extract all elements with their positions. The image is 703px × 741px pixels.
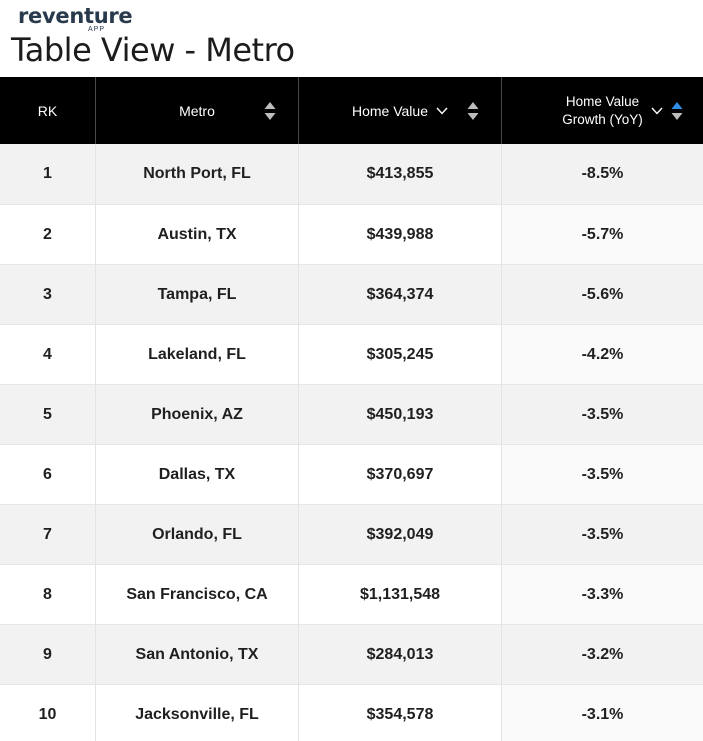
page-title: Table View - Metro <box>11 31 295 69</box>
growth-cell: -3.3% <box>502 565 703 624</box>
rank-cell: 8 <box>0 565 96 624</box>
table-row[interactable]: 7 Orlando, FL $392,049 -3.5% <box>0 504 703 564</box>
metro-cell: Lakeland, FL <box>96 325 299 384</box>
column-header-label-line1: Home Value <box>565 93 640 109</box>
rank-cell: 2 <box>0 205 96 264</box>
column-header-home-value[interactable]: Home Value <box>299 77 502 144</box>
rank-cell: 5 <box>0 385 96 444</box>
metro-cell: Dallas, TX <box>96 445 299 504</box>
column-header-label-line2: Growth (YoY) <box>562 111 643 127</box>
home-value-cell: $413,855 <box>299 144 502 204</box>
growth-cell: -5.6% <box>502 265 703 324</box>
home-value-cell: $439,988 <box>299 205 502 264</box>
metro-cell: Phoenix, AZ <box>96 385 299 444</box>
rank-cell: 9 <box>0 625 96 684</box>
metro-table: RK Metro Home Value <box>0 77 703 741</box>
growth-cell: -8.5% <box>502 144 703 204</box>
metro-cell: North Port, FL <box>96 144 299 204</box>
metro-cell: Orlando, FL <box>96 505 299 564</box>
column-header-home-value-growth[interactable]: Home Value Growth (YoY) <box>502 77 703 144</box>
growth-cell: -3.1% <box>502 685 703 741</box>
sort-icon[interactable] <box>264 100 276 122</box>
column-header-label: Home Value Growth (YoY) <box>562 93 643 129</box>
rank-cell: 1 <box>0 144 96 204</box>
rank-cell: 7 <box>0 505 96 564</box>
column-header-label: RK <box>37 102 58 119</box>
table-body: 1 North Port, FL $413,855 -8.5% 2 Austin, TX $… <box>0 144 703 741</box>
table-row[interactable]: 5 Phoenix, AZ $450,193 -3.5% <box>0 384 703 444</box>
logo-wordmark: reventure <box>18 4 133 28</box>
table-row[interactable]: 1 North Port, FL $413,855 -8.5% <box>0 144 703 204</box>
sort-icon[interactable] <box>467 100 479 122</box>
table-row[interactable]: 10 Jacksonville, FL $354,578 -3.1% <box>0 684 703 741</box>
home-value-cell: $450,193 <box>299 385 502 444</box>
metro-cell: San Francisco, CA <box>96 565 299 624</box>
growth-cell: -4.2% <box>502 325 703 384</box>
home-value-cell: $370,697 <box>299 445 502 504</box>
metro-cell: Tampa, FL <box>96 265 299 324</box>
home-value-cell: $392,049 <box>299 505 502 564</box>
home-value-cell: $1,131,548 <box>299 565 502 624</box>
column-header-rank[interactable]: RK <box>0 77 96 144</box>
rank-cell: 10 <box>0 685 96 741</box>
growth-cell: -3.5% <box>502 505 703 564</box>
metro-cell: San Antonio, TX <box>96 625 299 684</box>
home-value-cell: $305,245 <box>299 325 502 384</box>
table-row[interactable]: 2 Austin, TX $439,988 -5.7% <box>0 204 703 264</box>
chevron-down-icon[interactable] <box>436 107 448 115</box>
rank-cell: 4 <box>0 325 96 384</box>
table-row[interactable]: 3 Tampa, FL $364,374 -5.6% <box>0 264 703 324</box>
home-value-cell: $364,374 <box>299 265 502 324</box>
rank-cell: 6 <box>0 445 96 504</box>
sort-active-icon[interactable] <box>671 100 683 122</box>
home-value-cell: $284,013 <box>299 625 502 684</box>
table-row[interactable]: 8 San Francisco, CA $1,131,548 -3.3% <box>0 564 703 624</box>
table-row[interactable]: 6 Dallas, TX $370,697 -3.5% <box>0 444 703 504</box>
table-row[interactable]: 4 Lakeland, FL $305,245 -4.2% <box>0 324 703 384</box>
growth-cell: -5.7% <box>502 205 703 264</box>
metro-cell: Jacksonville, FL <box>96 685 299 741</box>
rank-cell: 3 <box>0 265 96 324</box>
growth-cell: -3.5% <box>502 445 703 504</box>
logo-subtext: APP <box>88 26 106 33</box>
home-value-cell: $354,578 <box>299 685 502 741</box>
column-header-metro[interactable]: Metro <box>96 77 299 144</box>
column-header-label: Home Value <box>351 102 428 119</box>
metro-cell: Austin, TX <box>96 205 299 264</box>
growth-cell: -3.5% <box>502 385 703 444</box>
table-header: RK Metro Home Value <box>0 77 703 144</box>
table-row[interactable]: 9 San Antonio, TX $284,013 -3.2% <box>0 624 703 684</box>
column-header-label: Metro <box>179 102 215 119</box>
growth-cell: -3.2% <box>502 625 703 684</box>
brand-logo[interactable]: reventure APP <box>18 4 133 38</box>
chevron-down-icon[interactable] <box>651 107 663 115</box>
